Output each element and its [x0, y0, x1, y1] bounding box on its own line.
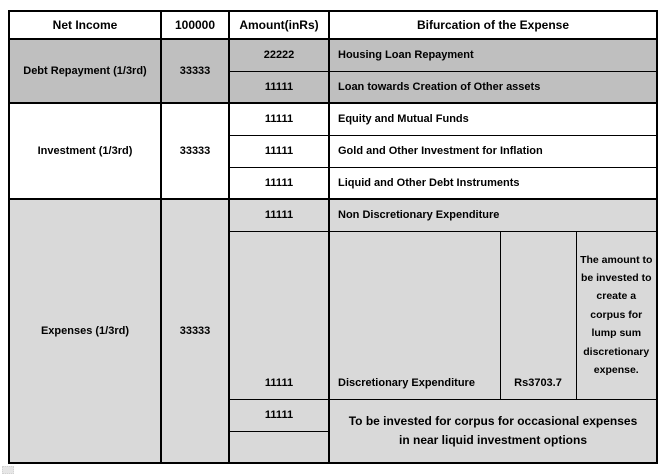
expense-desc-cell: Equity and Mutual Funds	[328, 102, 658, 136]
occasional-corpus-note: To be invested for corpus for occasional…	[328, 398, 658, 464]
expense-desc-cell: Liquid and Other Debt Instruments	[328, 166, 658, 200]
expenses-row-occasional: 11111 To be invested for corpus for occa…	[9, 398, 658, 464]
investment-row-liquid: 11111 Liquid and Other Debt Instruments	[9, 166, 658, 200]
header-net-income: Net Income	[8, 10, 162, 40]
expense-desc-cell: Non Discretionary Expenditure	[328, 198, 658, 232]
expense-desc-cell: Gold and Other Investment for Inflation	[328, 134, 658, 168]
amount-cell: 11111	[228, 198, 330, 232]
debt-row-other-assets: 11111 Loan towards Creation of Other ass…	[9, 70, 658, 104]
expense-desc-cell: Loan towards Creation of Other assets	[328, 70, 658, 104]
amount-cell: 11111	[228, 166, 330, 200]
expenses-row-empty	[9, 430, 657, 464]
investment-row-gold: 11111 Gold and Other Investment for Infl…	[9, 134, 658, 168]
expenses-row-non-discretionary: Expenses (1/3rd) 33333 11111 Non Discret…	[8, 198, 658, 464]
expenses-section-value: 33333	[160, 198, 230, 464]
amount-cell: 11111	[228, 134, 330, 168]
worksheet-area: Net Income 100000 Amount(inRs) Bifurcati…	[8, 10, 658, 464]
expense-desc-cell: Discretionary Expenditure	[328, 230, 501, 400]
expenses-row-discretionary: 11111 Discretionary Expenditure Rs3703.7…	[9, 230, 658, 400]
discretionary-corpus-note: The amount to be invested to create a co…	[575, 230, 658, 400]
debt-section-value: 33333	[160, 38, 230, 104]
investment-row-equity: Investment (1/3rd) 33333 11111 Equity an…	[8, 102, 658, 200]
amount-cell: 11111	[228, 398, 330, 432]
expense-desc-cell: Housing Loan Repayment	[328, 38, 658, 72]
debt-row-housing: Debt Repayment (1/3rd) 33333 22222 Housi…	[8, 38, 658, 104]
investment-section-label: Investment (1/3rd)	[8, 102, 162, 200]
header-total-value: 100000	[160, 10, 230, 40]
header-amount-col: Amount(inRs)	[228, 10, 330, 40]
header-row: Net Income 100000 Amount(inRs) Bifurcati…	[8, 10, 658, 40]
expenses-section-label: Expenses (1/3rd)	[8, 198, 162, 464]
debt-section-label: Debt Repayment (1/3rd)	[8, 38, 162, 104]
amount-cell: 11111	[228, 102, 330, 136]
net-income-bifurcation-table: Net Income 100000 Amount(inRs) Bifurcati…	[8, 10, 658, 464]
amount-cell: 11111	[228, 230, 330, 400]
amount-cell: 22222	[228, 38, 330, 72]
investment-section-value: 33333	[160, 102, 230, 200]
header-bifurcation-col: Bifurcation of the Expense	[328, 10, 658, 40]
amount-cell: 11111	[228, 70, 330, 104]
corpus-value-cell: Rs3703.7	[499, 230, 577, 400]
empty-amount-cell	[228, 430, 330, 464]
